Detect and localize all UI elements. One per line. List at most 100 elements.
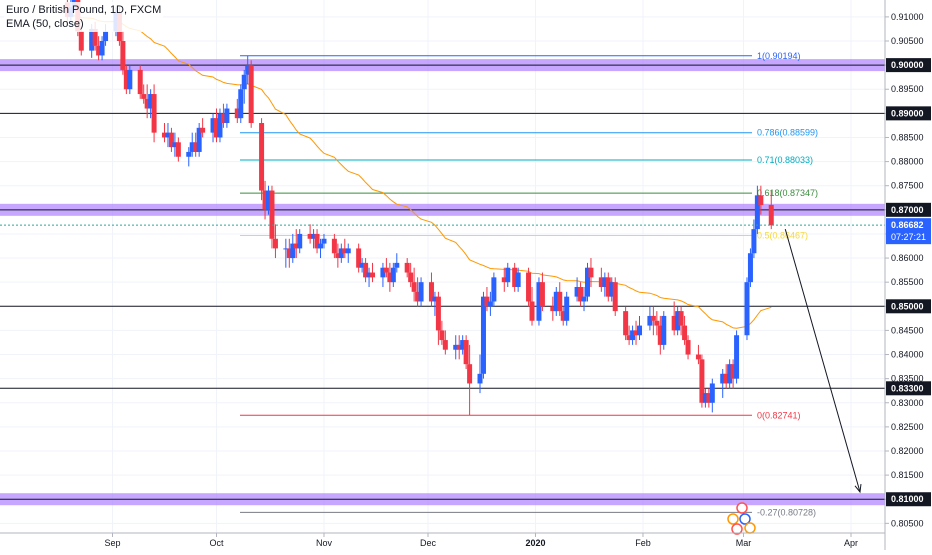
- candle-body: [505, 267, 511, 283]
- level-price-tag: [886, 381, 931, 396]
- price-tick-label: 0.82000: [891, 446, 924, 456]
- level-price-tag-label: 0.89000: [891, 108, 924, 118]
- candle-body: [220, 113, 226, 123]
- level-price-tag: [886, 58, 931, 73]
- level-price-tag: [886, 299, 931, 314]
- candle: [269, 185, 275, 249]
- candle-body: [363, 262, 369, 278]
- candle: [647, 306, 653, 331]
- price-tick-label: 0.86000: [891, 253, 924, 263]
- candle: [290, 233, 296, 263]
- candle: [675, 306, 681, 336]
- candle-body: [460, 340, 466, 350]
- candle: [453, 335, 459, 360]
- level-price-tag: [886, 106, 931, 121]
- candle: [366, 267, 372, 287]
- candle-body: [390, 267, 396, 283]
- candle: [266, 185, 272, 215]
- candle-body: [747, 253, 753, 283]
- candle-body: [442, 340, 448, 350]
- candle-body: [432, 296, 438, 302]
- candle-body: [557, 291, 563, 312]
- candle-body: [560, 311, 566, 321]
- candle-body: [526, 272, 532, 302]
- candle-body: [515, 272, 521, 287]
- candle: [370, 262, 376, 283]
- candle-body: [602, 277, 608, 287]
- candle: [682, 315, 688, 345]
- candle: [501, 267, 507, 292]
- candle: [120, 31, 126, 75]
- candle: [460, 335, 466, 355]
- symbol-title: Euro / British Pound, 1D, FXCM: [6, 4, 162, 16]
- candle-body: [283, 248, 289, 250]
- candle: [539, 272, 545, 312]
- current-price-tag: [886, 218, 931, 245]
- event-icon: [739, 513, 751, 525]
- candle: [456, 335, 462, 360]
- level-price-tag-label: 0.83300: [891, 383, 924, 393]
- candle: [286, 238, 292, 268]
- candle-body: [598, 277, 604, 287]
- candle-body: [161, 132, 167, 138]
- candle-body: [307, 233, 313, 239]
- time-tick-label: Apr: [844, 538, 858, 548]
- candle: [408, 262, 414, 287]
- candle-body: [269, 190, 275, 239]
- price-tick-label: 0.91000: [891, 12, 924, 22]
- candle-body: [297, 233, 303, 249]
- candle: [463, 335, 469, 369]
- candle-body: [193, 142, 199, 152]
- candle: [234, 98, 240, 123]
- level-price-tag-label: 0.90000: [891, 60, 924, 70]
- candle: [439, 320, 445, 345]
- candle-body: [234, 108, 240, 119]
- candle: [602, 272, 608, 297]
- candle: [637, 315, 642, 341]
- level-price-tag: [886, 202, 931, 217]
- candle: [123, 65, 129, 95]
- candle: [605, 272, 611, 302]
- candle: [245, 55, 251, 85]
- candle: [487, 291, 493, 316]
- time-tick-label: Mar: [736, 538, 752, 548]
- candle-body: [730, 364, 736, 379]
- candle: [293, 229, 299, 259]
- candle-body: [331, 238, 337, 254]
- candle: [165, 123, 171, 148]
- candle: [702, 388, 708, 408]
- candle: [307, 224, 313, 244]
- candle: [383, 258, 389, 278]
- candle: [387, 262, 393, 292]
- candle-body: [314, 233, 320, 249]
- price-tick-label: 0.87500: [891, 181, 924, 191]
- candle-body: [480, 296, 486, 374]
- candle-body: [723, 373, 729, 384]
- price-tick-label: 0.90500: [891, 36, 924, 46]
- chart-legend: Euro / British Pound, 1D, FXCM EMA (50, …: [4, 2, 164, 32]
- candle-body: [501, 277, 507, 283]
- candle-body: [661, 315, 667, 345]
- candle-body: [189, 142, 195, 152]
- candle: [477, 354, 483, 394]
- candle-body: [248, 65, 254, 123]
- candle-body: [699, 359, 705, 403]
- candle: [709, 378, 715, 413]
- fib-level-label: 0.786(0.88599): [757, 128, 818, 138]
- candle: [557, 282, 563, 316]
- time-tick-label: Oct: [209, 538, 224, 548]
- candle-body: [578, 287, 584, 302]
- candle-body: [768, 205, 774, 226]
- time-tick-label: Sep: [104, 538, 120, 548]
- candle-body: [484, 296, 490, 307]
- candle: [442, 330, 448, 355]
- candle-body: [584, 267, 590, 297]
- fib-level-label: 0(0.82741): [757, 410, 801, 420]
- candle-body: [214, 118, 219, 138]
- time-tick-label: Feb: [635, 538, 651, 548]
- candle-body: [633, 330, 639, 336]
- candle: [342, 238, 348, 259]
- candle-body: [78, 31, 84, 51]
- candle: [695, 344, 701, 365]
